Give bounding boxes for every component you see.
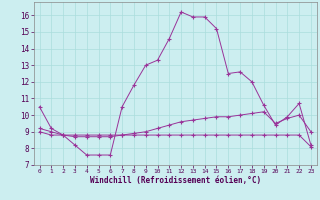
X-axis label: Windchill (Refroidissement éolien,°C): Windchill (Refroidissement éolien,°C)	[90, 176, 261, 185]
